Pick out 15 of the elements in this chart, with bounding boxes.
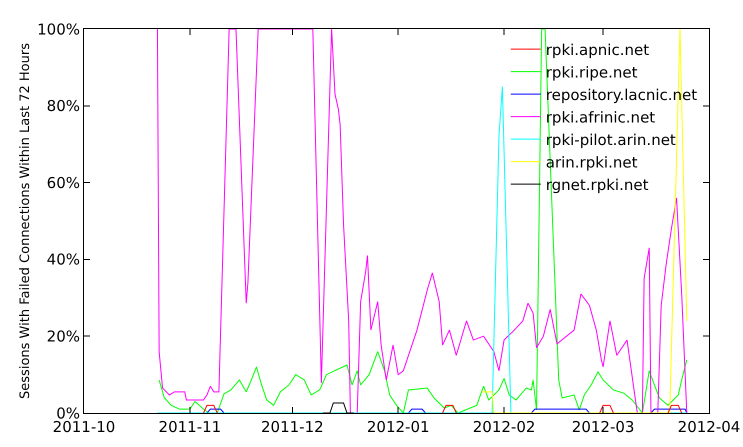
y-tick-label: 20% [46,327,80,346]
legend-label: rpki.apnic.net [546,40,650,59]
x-tick-label: 2011-11 [158,418,222,436]
x-tick-label: 2012-01 [366,418,430,436]
y-tick-label: 80% [46,97,80,116]
x-tick-label: 2011-10 [52,418,116,436]
x-tick-label: 2012-04 [678,418,740,436]
y-axis-title: Sessions With Failed Connections Within Last 72 Hours [18,42,34,399]
legend-label: rpki.ripe.net [546,63,638,82]
x-tick-label: 2011-12 [260,418,324,436]
x-tick-label: 2012-02 [472,418,536,436]
y-tick-label: 100% [37,20,80,38]
y-tick-label: 40% [46,250,80,269]
x-tick-label: 2012-03 [572,418,634,436]
y-tick-label: 60% [46,174,80,192]
